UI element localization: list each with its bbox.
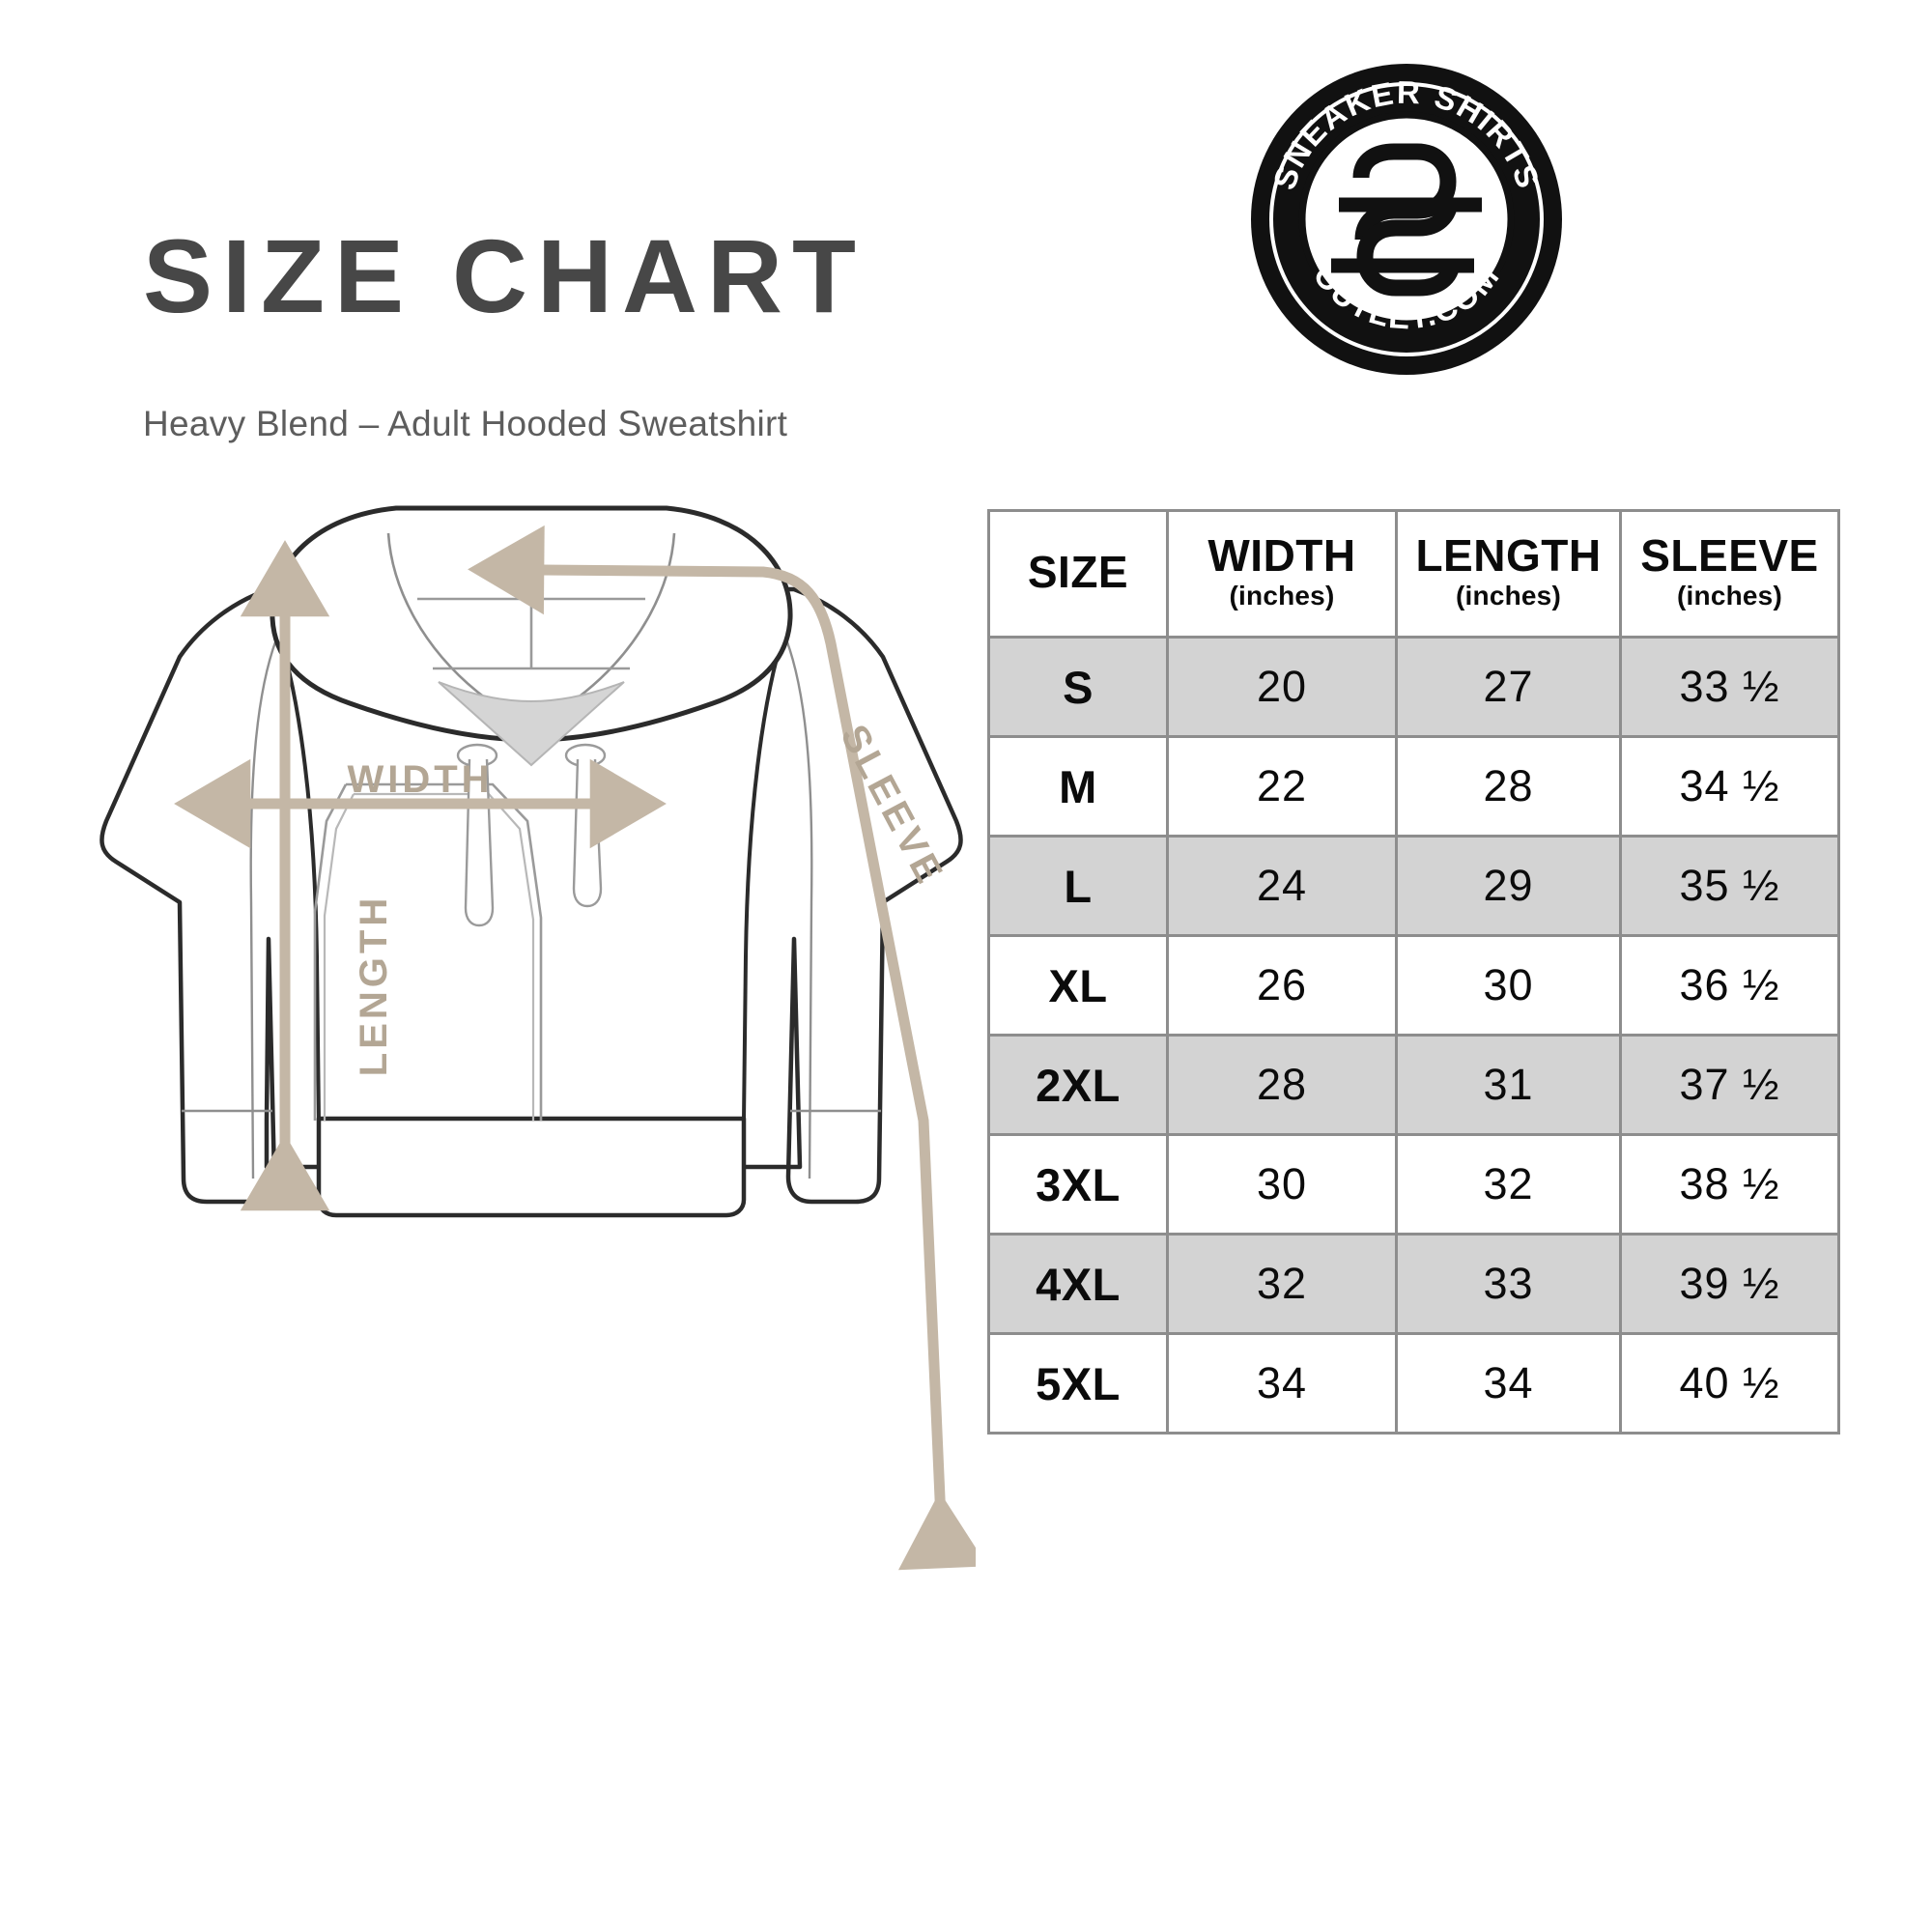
column-header-size-label: SIZE (1027, 546, 1129, 597)
table-header: SIZE WIDTH (inches) LENGTH (inches) SLEE… (987, 509, 1840, 639)
logo-inner-hairline (1269, 82, 1544, 356)
cell-length: 28 (1395, 735, 1622, 838)
table-body: S 20 27 33 ½ M 22 28 34 ½ L 24 29 35 ½ (987, 636, 1840, 1435)
cell-width: 26 (1166, 934, 1398, 1037)
cell-size: 4XL (987, 1233, 1169, 1335)
page-title: SIZE CHART (143, 217, 866, 334)
cell-sleeve: 36 ½ (1619, 934, 1840, 1037)
cell-length: 32 (1395, 1133, 1622, 1236)
cell-width: 24 (1166, 835, 1398, 937)
cell-sleeve: 37 ½ (1619, 1034, 1840, 1136)
cell-length: 27 (1395, 636, 1622, 738)
cell-sleeve: 38 ½ (1619, 1133, 1840, 1236)
table-row: 3XL 30 32 38 ½ (987, 1133, 1840, 1236)
column-header-sleeve: SLEEVE (inches) (1619, 509, 1840, 639)
cell-width: 30 (1166, 1133, 1398, 1236)
column-header-length: LENGTH (inches) (1395, 509, 1622, 639)
size-chart-table: SIZE WIDTH (inches) LENGTH (inches) SLEE… (987, 509, 1840, 1435)
page-subtitle: Heavy Blend – Adult Hooded Sweatshirt (143, 404, 788, 443)
column-header-length-unit: (inches) (1456, 580, 1561, 611)
cell-length: 31 (1395, 1034, 1622, 1136)
right-drawstring (572, 758, 603, 908)
table-row: 5XL 34 34 40 ½ (987, 1332, 1840, 1435)
cell-width: 20 (1166, 636, 1398, 738)
cell-width: 34 (1166, 1332, 1398, 1435)
hoodie-garment (99, 505, 963, 1218)
table-header-row: SIZE WIDTH (inches) LENGTH (inches) SLEE… (987, 509, 1840, 639)
cell-length: 34 (1395, 1332, 1622, 1435)
size-table-container: SIZE WIDTH (inches) LENGTH (inches) SLEE… (987, 509, 1840, 1435)
cell-size: XL (987, 934, 1169, 1037)
column-header-size: SIZE (987, 509, 1169, 639)
cell-length: 33 (1395, 1233, 1622, 1335)
cell-size: S (987, 636, 1169, 738)
label-length: LENGTH (353, 895, 395, 1076)
title-block: SIZE CHART Heavy Blend – Adult Hooded Sw… (143, 224, 935, 444)
cell-length: 29 (1395, 835, 1622, 937)
cell-width: 22 (1166, 735, 1398, 838)
sleeve-arrow (468, 525, 976, 1571)
column-header-width-unit: (inches) (1229, 580, 1335, 611)
cell-size: L (987, 835, 1169, 937)
table-row: XL 26 30 36 ½ (987, 934, 1840, 1037)
table-row: S 20 27 33 ½ (987, 636, 1840, 738)
table-row: 4XL 32 33 39 ½ (987, 1233, 1840, 1335)
cell-size: M (987, 735, 1169, 838)
hoodie-diagram: WIDTH LENGTH SLEEVE (87, 502, 976, 1623)
cell-width: 32 (1166, 1233, 1398, 1335)
cell-size: 3XL (987, 1133, 1169, 1236)
table-row: 2XL 28 31 37 ½ (987, 1034, 1840, 1136)
cell-sleeve: 34 ½ (1619, 735, 1840, 838)
cell-sleeve: 40 ½ (1619, 1332, 1840, 1435)
logo-monogram (1331, 143, 1482, 297)
table-row: M 22 28 34 ½ (987, 735, 1840, 838)
column-header-width-label: WIDTH (1208, 529, 1356, 581)
logo-disc-edge (1298, 111, 1515, 327)
label-width: WIDTH (347, 758, 493, 801)
column-header-sleeve-unit: (inches) (1677, 580, 1782, 611)
cell-size: 2XL (987, 1034, 1169, 1136)
cell-length: 30 (1395, 934, 1622, 1037)
cell-sleeve: 35 ½ (1619, 835, 1840, 937)
column-header-sleeve-label: SLEEVE (1640, 529, 1819, 581)
cell-width: 28 (1166, 1034, 1398, 1136)
brand-logo: SNEAKER SHIRTS OUTLET.COM (1247, 60, 1566, 379)
column-header-length-label: LENGTH (1415, 529, 1602, 581)
cell-size: 5XL (987, 1332, 1169, 1435)
hoodie-waistband (316, 1116, 747, 1218)
column-header-width: WIDTH (inches) (1166, 509, 1398, 639)
cell-sleeve: 33 ½ (1619, 636, 1840, 738)
table-row: L 24 29 35 ½ (987, 835, 1840, 937)
measurement-arrows (174, 525, 976, 1571)
cell-sleeve: 39 ½ (1619, 1233, 1840, 1335)
